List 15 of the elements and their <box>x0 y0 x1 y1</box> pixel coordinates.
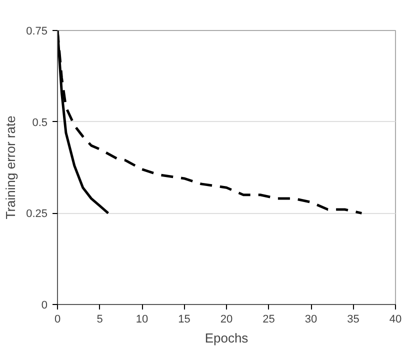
x-tick-label: 0 <box>54 314 61 326</box>
x-axis-title: Epochs <box>204 330 249 346</box>
x-tick-label: 25 <box>262 314 275 326</box>
x-tick-label: 5 <box>96 314 103 326</box>
y-tick-label: 0 <box>41 300 48 312</box>
y-tick-label: 0.75 <box>26 26 48 38</box>
x-tick-label: 10 <box>136 314 148 326</box>
y-axis-title: Training error rate <box>3 116 18 220</box>
y-tick-label: 0.25 <box>26 208 48 220</box>
x-tick-label: 20 <box>220 314 233 326</box>
x-tick-label: 15 <box>178 314 190 326</box>
x-tick-label: 40 <box>389 314 402 326</box>
y-tick-label: 0.5 <box>32 116 48 129</box>
x-tick-label: 35 <box>347 314 360 326</box>
x-tick-label: 30 <box>304 314 318 326</box>
